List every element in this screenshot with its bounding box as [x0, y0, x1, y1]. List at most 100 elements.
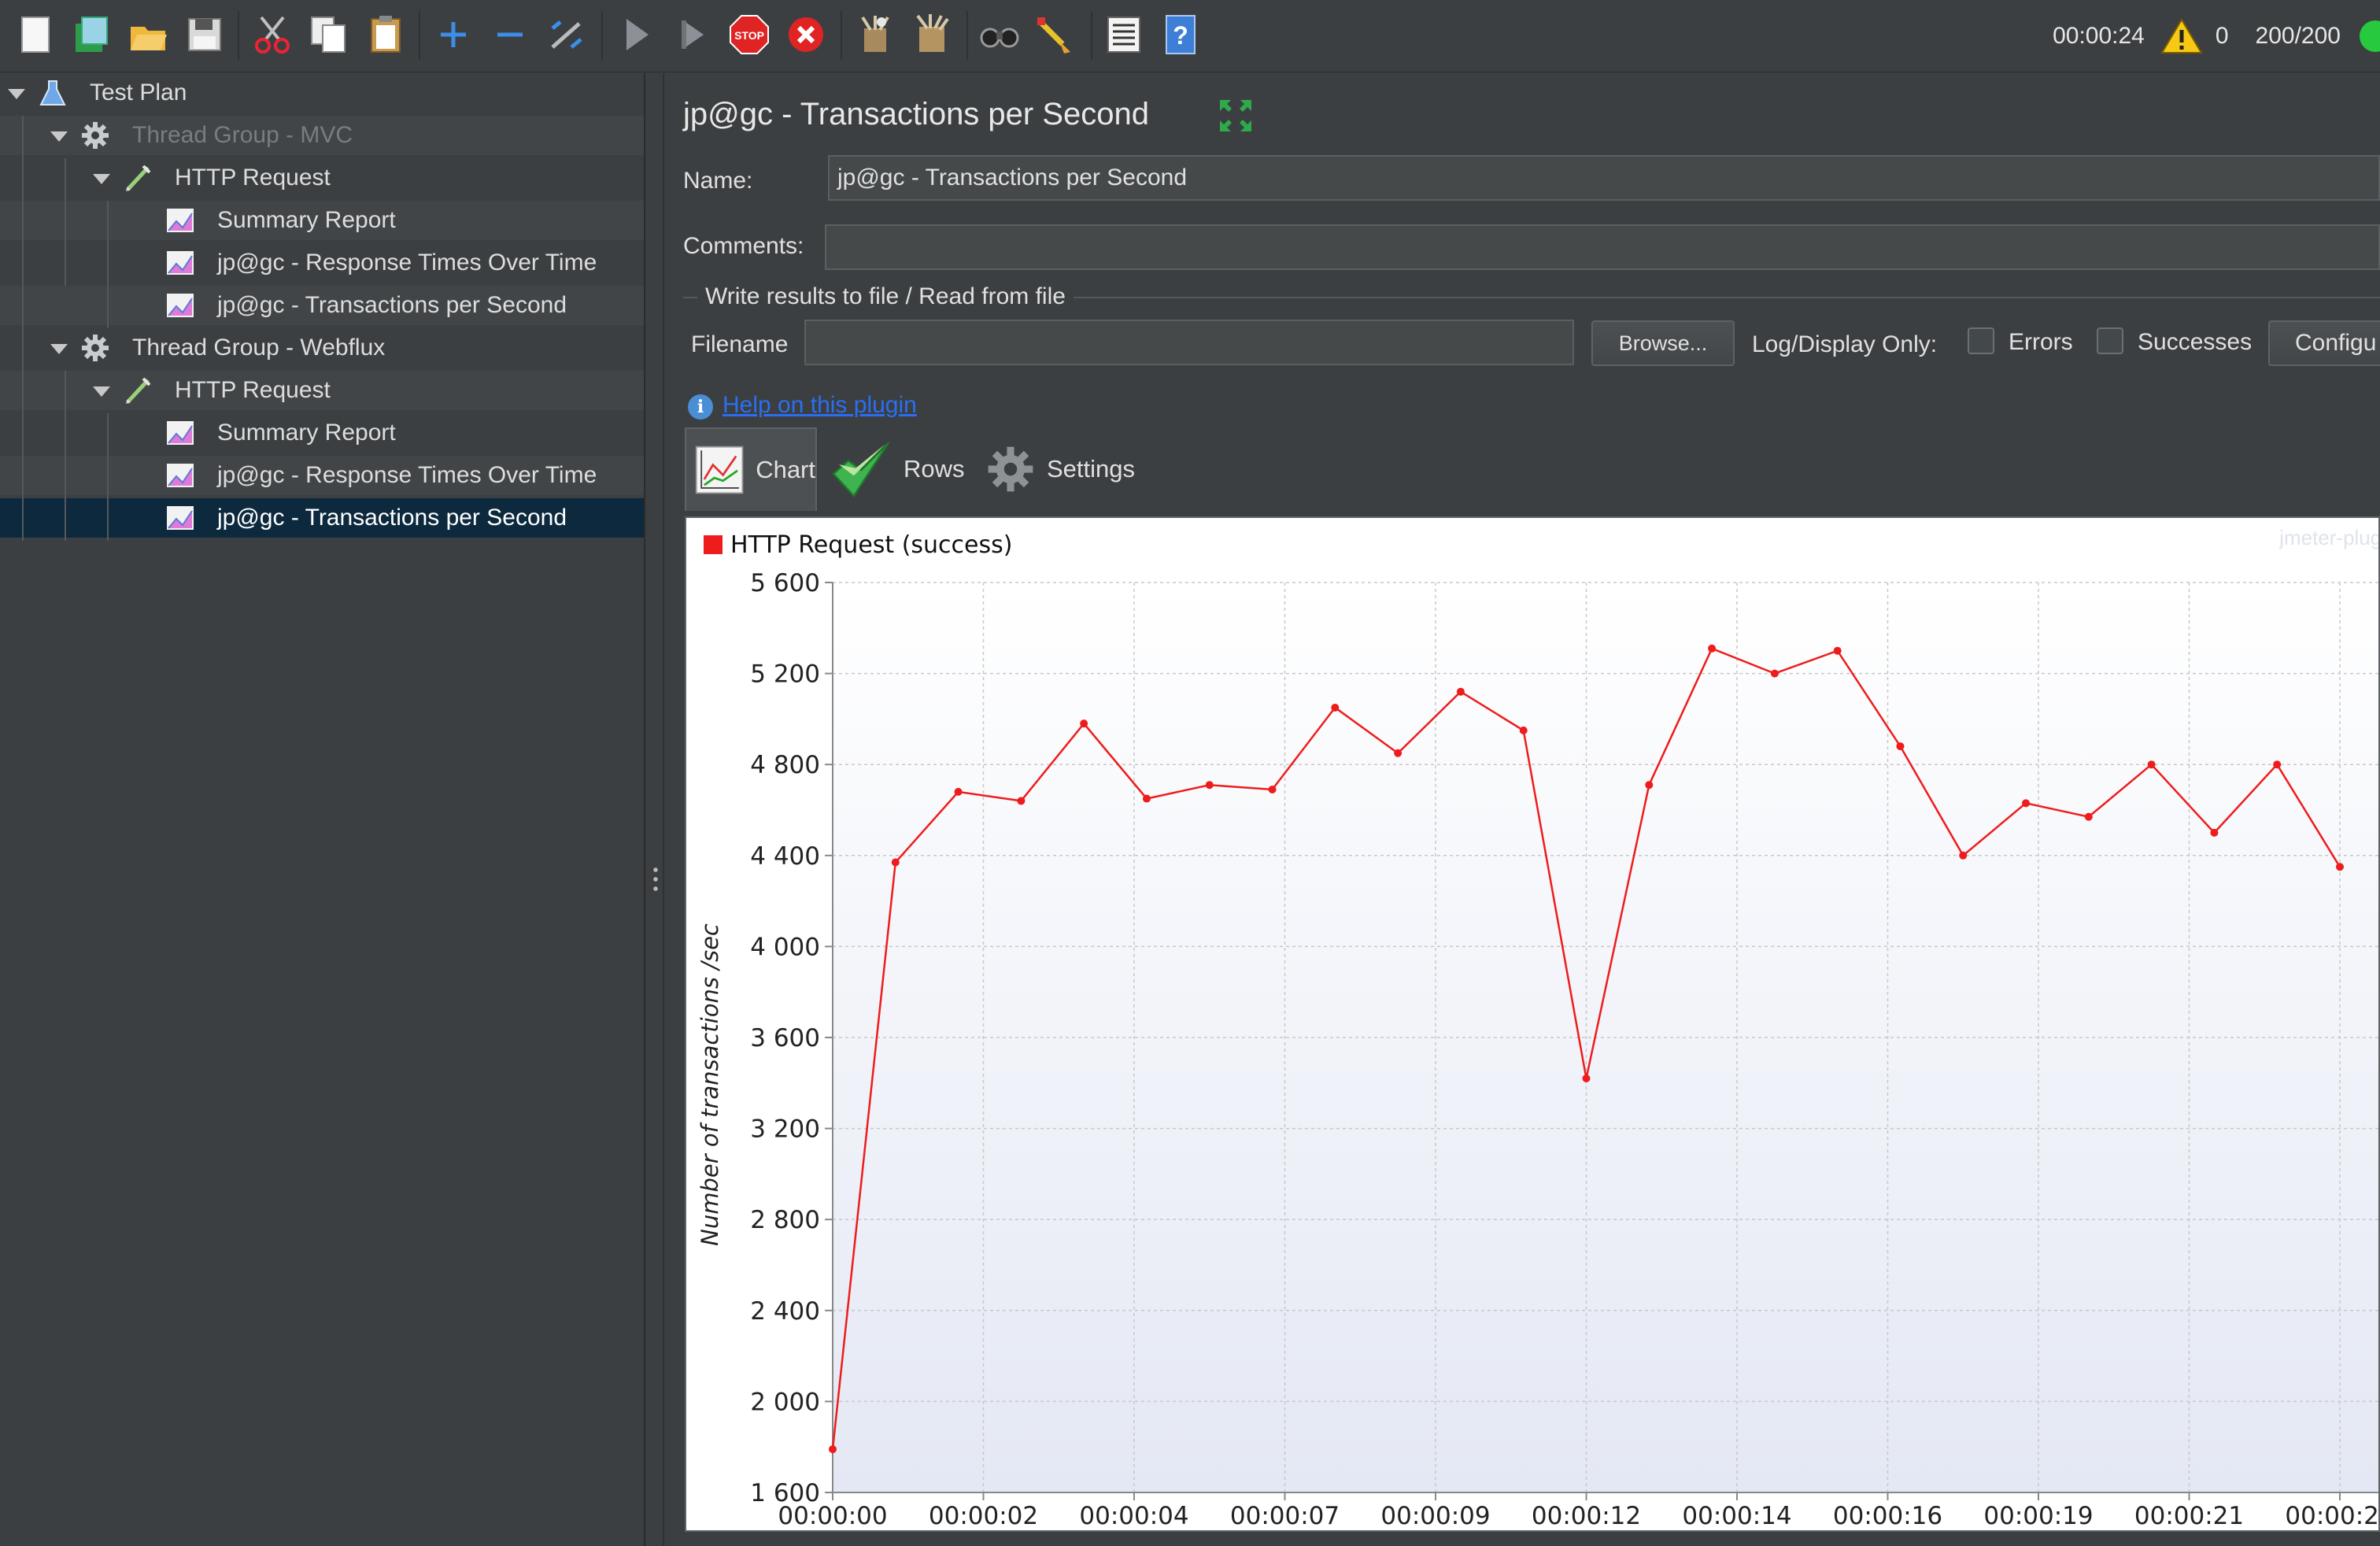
- name-label: Name:: [683, 168, 753, 194]
- y-tick-label: 2 000: [750, 1388, 820, 1416]
- test-plan-icon: [39, 80, 66, 105]
- tree-item[interactable]: Thread Group - Webflux: [0, 328, 644, 368]
- comments-label: Comments:: [683, 233, 804, 259]
- tree-guide-line: [22, 116, 24, 541]
- legend-swatch: [704, 535, 722, 554]
- maximize-icon[interactable]: [1217, 97, 1255, 135]
- stop-icon[interactable]: STOP: [727, 13, 771, 57]
- active-threads: 200/200: [2255, 23, 2341, 49]
- reset-search-icon[interactable]: [1033, 13, 1077, 57]
- data-point: [2084, 812, 2093, 821]
- data-point: [1017, 797, 1026, 805]
- tab-settings[interactable]: Settings: [985, 427, 1135, 511]
- tree-guide-line: [65, 158, 66, 286]
- configure-button[interactable]: Configu: [2268, 320, 2380, 366]
- x-tick-label: 00:00:21: [2134, 1502, 2244, 1530]
- chart-area: jmeter-plugi 1 600 2 000 2 400 2 800 3 200 3 …: [685, 516, 2380, 1532]
- y-tick-label: 3 600: [750, 1024, 820, 1052]
- toolbar-separator: [419, 11, 420, 60]
- warning-icon[interactable]: [2160, 17, 2203, 55]
- chevron-down-icon[interactable]: [50, 344, 68, 354]
- start-icon[interactable]: [614, 13, 658, 57]
- help-icon[interactable]: ?: [1159, 13, 1203, 57]
- paste-icon[interactable]: [364, 13, 408, 57]
- gear-icon: [988, 446, 1033, 492]
- tree-item[interactable]: Thread Group - MVC: [0, 116, 644, 155]
- new-icon[interactable]: [14, 13, 58, 57]
- tree-item[interactable]: jp@gc - Response Times Over Time: [0, 243, 644, 283]
- http-request-icon: [126, 165, 151, 191]
- tree-item[interactable]: Summary Report: [0, 413, 644, 453]
- y-tick-label: 1 600: [750, 1479, 820, 1507]
- tree-item[interactable]: jp@gc - Transactions per Second: [0, 498, 644, 538]
- clear-all-icon[interactable]: [910, 13, 954, 57]
- collapse-all-icon[interactable]: [488, 13, 532, 57]
- chevron-down-icon[interactable]: [8, 89, 25, 99]
- expand-all-icon[interactable]: [431, 13, 475, 57]
- tree-item-label: jp@gc - Transactions per Second: [217, 292, 567, 318]
- data-point: [1456, 687, 1465, 696]
- chart-icon: [695, 446, 744, 494]
- thread-group-icon: [82, 122, 109, 149]
- start-no-pause-icon[interactable]: [671, 13, 715, 57]
- cut-icon[interactable]: [250, 13, 294, 57]
- chevron-down-icon[interactable]: [93, 174, 110, 184]
- splitter-grip-icon[interactable]: [653, 865, 658, 893]
- y-tick-label: 3 200: [750, 1115, 820, 1144]
- comments-field[interactable]: [825, 224, 2380, 270]
- panel-title: jp@gc - Transactions per Second: [683, 97, 1150, 131]
- split-pane-divider[interactable]: [647, 73, 664, 1546]
- data-point: [1582, 1074, 1591, 1083]
- tab-rows[interactable]: Rows: [828, 427, 965, 511]
- help-link[interactable]: Help on this plugin: [722, 392, 917, 418]
- file-group-border: [683, 297, 2380, 298]
- search-icon[interactable]: [978, 13, 1022, 57]
- tree-item[interactable]: jp@gc - Response Times Over Time: [0, 456, 644, 495]
- function-helper-icon[interactable]: [1102, 13, 1146, 57]
- toggle-icon[interactable]: [545, 13, 589, 57]
- tree-item[interactable]: HTTP Request: [0, 371, 644, 410]
- data-point: [1394, 749, 1402, 757]
- x-tick-label: 00:00:16: [1833, 1502, 1942, 1530]
- toolbar-separator: [841, 11, 842, 60]
- open-icon[interactable]: [126, 13, 170, 57]
- filename-field[interactable]: [804, 320, 1574, 365]
- chevron-down-icon[interactable]: [93, 386, 110, 397]
- successes-label: Successes: [2138, 329, 2252, 355]
- x-tick-label: 00:00:09: [1380, 1502, 1490, 1530]
- successes-checkbox[interactable]: [2097, 327, 2123, 354]
- data-point: [1896, 742, 1905, 751]
- save-icon[interactable]: [183, 13, 227, 57]
- data-point: [1959, 851, 1968, 860]
- tree-item[interactable]: HTTP Request: [0, 158, 644, 198]
- plugin-watermark: jmeter-plugi: [2279, 526, 2380, 549]
- y-axis-label: Number of transactions /sec: [697, 923, 723, 1246]
- listener-icon: [167, 464, 194, 487]
- browse-button[interactable]: Browse...: [1591, 320, 1735, 366]
- toolbar-separator: [966, 11, 968, 60]
- copy-icon[interactable]: [307, 13, 351, 57]
- data-point: [1268, 785, 1277, 793]
- x-tick-label: 00:00:02: [929, 1502, 1038, 1530]
- tree-guide-line: [107, 201, 109, 328]
- tree-item[interactable]: Summary Report: [0, 201, 644, 240]
- data-point: [1080, 719, 1088, 728]
- tree-item[interactable]: Test Plan: [0, 73, 644, 113]
- errors-checkbox[interactable]: [1968, 327, 1994, 354]
- shutdown-icon[interactable]: [784, 13, 828, 57]
- templates-icon[interactable]: [69, 13, 113, 57]
- listener-icon: [167, 209, 194, 232]
- tree-item[interactable]: jp@gc - Transactions per Second: [0, 286, 644, 325]
- log-display-label: Log/Display Only:: [1752, 331, 1938, 357]
- test-status: 00:00:24 0 200/200: [2053, 17, 2380, 55]
- tab-chart[interactable]: Chart: [685, 427, 817, 511]
- file-group-title: Write results to file / Read from file: [697, 283, 1074, 310]
- name-field[interactable]: jp@gc - Transactions per Second: [828, 155, 2380, 201]
- elapsed-time: 00:00:24: [2053, 23, 2145, 49]
- tps-chart: 1 600 2 000 2 400 2 800 3 200 3 600 4 000 4 400…: [697, 531, 2378, 1530]
- info-icon: i: [688, 394, 713, 420]
- chevron-down-icon[interactable]: [50, 131, 68, 142]
- clear-icon[interactable]: [853, 13, 897, 57]
- filename-label: Filename: [691, 331, 789, 357]
- tree-item-label: jp@gc - Transactions per Second: [217, 505, 567, 531]
